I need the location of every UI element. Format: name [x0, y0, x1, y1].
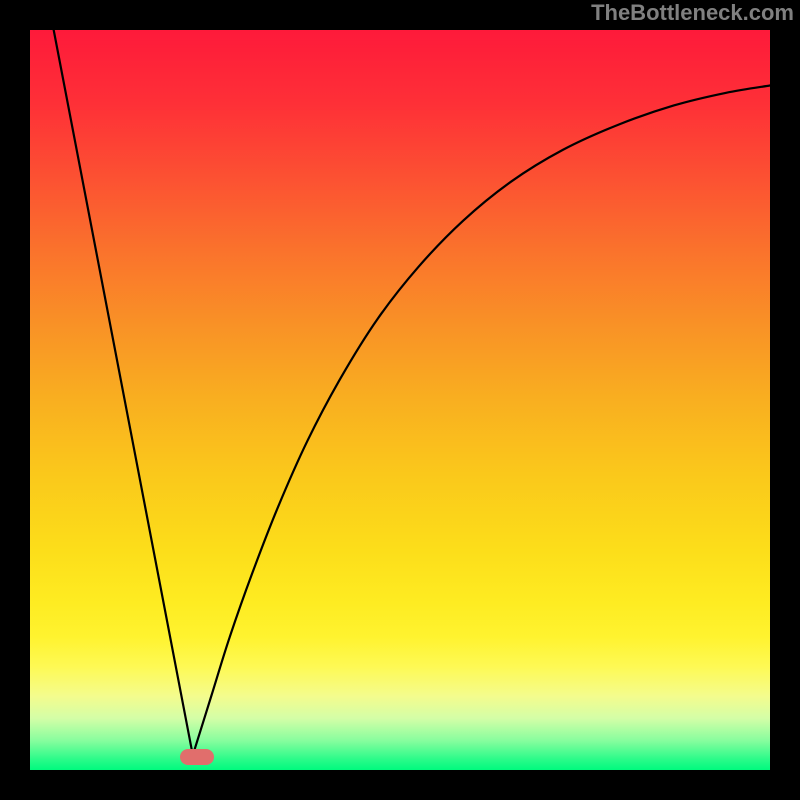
optimal-point-marker — [180, 749, 214, 765]
curve-path — [54, 30, 770, 755]
bottleneck-curve — [30, 30, 770, 770]
chart-frame: TheBottleneck.com — [0, 0, 800, 800]
plot-area — [30, 30, 770, 770]
watermark-text: TheBottleneck.com — [591, 0, 794, 26]
